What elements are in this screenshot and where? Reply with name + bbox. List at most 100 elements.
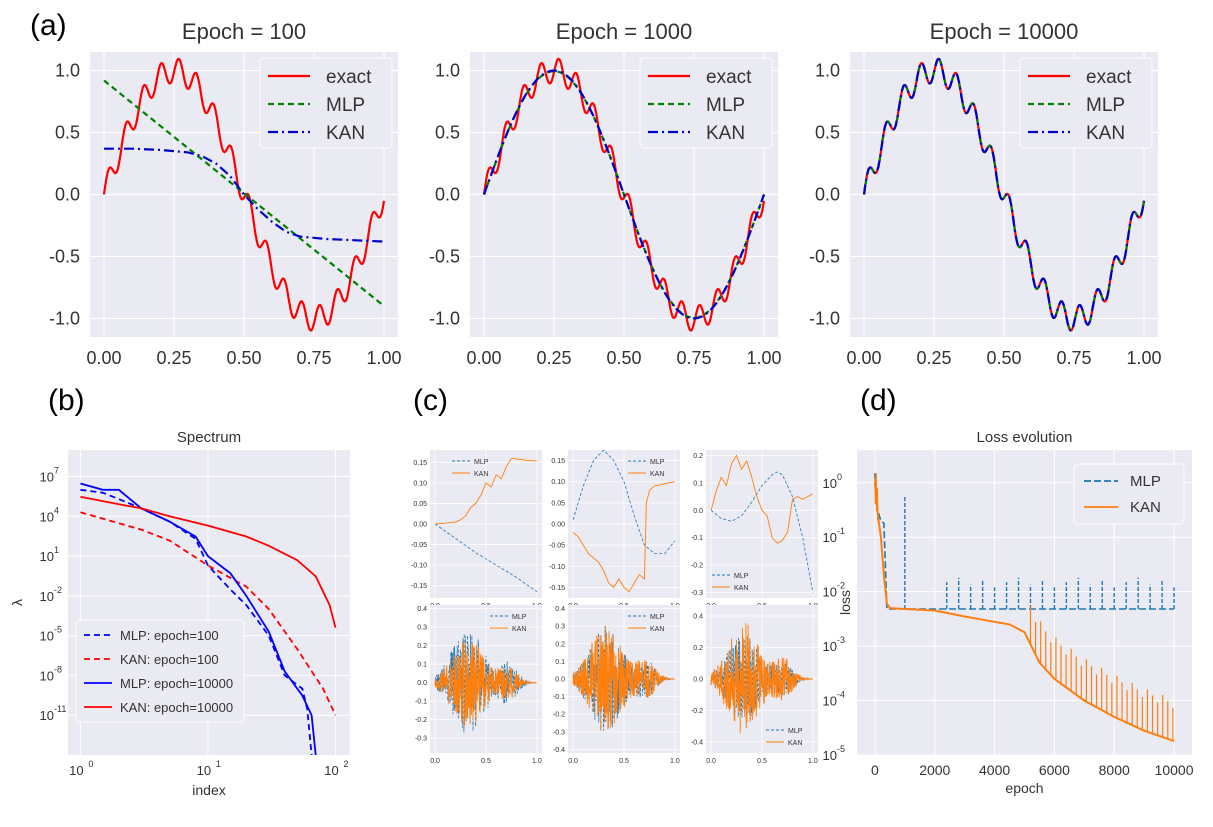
y-tick-label: -0.10 bbox=[549, 564, 565, 571]
chart-title: Loss evolution bbox=[977, 429, 1073, 446]
y-tick-label: 1.0 bbox=[815, 61, 840, 81]
y-tick-label: -0.5 bbox=[809, 246, 840, 266]
series-group bbox=[572, 450, 676, 593]
legend-box bbox=[1019, 57, 1153, 149]
series-kan-line bbox=[434, 641, 538, 726]
y-tick-exponent: 1 bbox=[54, 545, 59, 555]
y-tick-label: 0.3 bbox=[417, 625, 427, 632]
x-tick-label: 0.5 bbox=[757, 758, 767, 765]
x-tick-label: 0.00 bbox=[86, 348, 121, 368]
y-tick-label: 10 bbox=[40, 629, 54, 644]
y-tick-label: -0.15 bbox=[549, 585, 565, 592]
series-kan-line bbox=[710, 623, 813, 734]
y-tick-label: -0.5 bbox=[429, 246, 460, 266]
y-tick-label: 0.00 bbox=[413, 522, 427, 529]
x-tick-label: 4000 bbox=[979, 762, 1010, 778]
x-tick-label: 0.75 bbox=[1056, 348, 1091, 368]
x-tick-exponent: 1 bbox=[216, 759, 221, 769]
y-tick-label: 10 bbox=[40, 589, 54, 604]
x-axis-label: epoch bbox=[1005, 780, 1043, 796]
x-tick-label: 0.25 bbox=[536, 348, 571, 368]
series-group bbox=[710, 454, 814, 593]
x-axis-label: index bbox=[192, 782, 225, 798]
series-mlp-line bbox=[572, 450, 676, 554]
chart-title: Epoch = 10000 bbox=[930, 19, 1079, 44]
series-mlp-line bbox=[434, 523, 538, 593]
panel-label-c: (c) bbox=[413, 384, 448, 417]
x-tick-label: 1.00 bbox=[746, 348, 781, 368]
series-kan-line bbox=[104, 147, 385, 243]
y-tick-label: 0.5 bbox=[815, 123, 840, 143]
y-tick-label: 0.4 bbox=[693, 614, 703, 621]
y-tick-label: 0.4 bbox=[417, 606, 427, 613]
y-tick-label: -1.0 bbox=[429, 308, 460, 328]
x-tick-exponent: 0 bbox=[88, 759, 93, 769]
y-tick-label: 0.1 bbox=[417, 662, 427, 669]
y-tick-label: -0.1 bbox=[691, 535, 703, 542]
legend-label: exact bbox=[1086, 67, 1132, 88]
series-group bbox=[434, 457, 538, 593]
spectrum-series-line bbox=[80, 495, 337, 628]
legend-label: KAN bbox=[1086, 123, 1125, 144]
spectrum-series-line bbox=[80, 482, 317, 755]
spectrum-series-line bbox=[80, 511, 337, 716]
y-tick-label: 0.3 bbox=[555, 624, 565, 631]
panel-label-d: (d) bbox=[860, 384, 897, 417]
legend-label: MLP bbox=[1086, 95, 1125, 116]
legend-label: MLP: epoch=100 bbox=[120, 628, 219, 643]
legend-label: MLP bbox=[1130, 473, 1161, 490]
x-tick-label: 1.00 bbox=[366, 348, 401, 368]
legend-label: KAN: epoch=100 bbox=[120, 652, 219, 667]
chart-title: Epoch = 1000 bbox=[556, 19, 692, 44]
y-tick-label: 10 bbox=[40, 509, 54, 524]
y-tick-label: 10 bbox=[40, 549, 54, 564]
y-tick-label: 0.5 bbox=[435, 123, 460, 143]
y-tick-label: 0.15 bbox=[413, 460, 427, 467]
y-tick-label: 0.0 bbox=[815, 185, 840, 205]
x-tick-label: 0 bbox=[871, 762, 879, 778]
y-tick-label: 0.05 bbox=[413, 501, 427, 508]
legend-label: KAN bbox=[734, 585, 748, 592]
legend-label: KAN bbox=[706, 123, 745, 144]
series-kan-line bbox=[862, 57, 1146, 332]
y-tick-label: 10 bbox=[40, 470, 54, 485]
y-tick-label: 10 bbox=[823, 476, 837, 491]
series-kan-line bbox=[435, 457, 537, 525]
x-tick-label: 0.00 bbox=[466, 348, 501, 368]
y-tick-label: -1.0 bbox=[49, 308, 80, 328]
panel-label-b: (b) bbox=[48, 384, 85, 417]
legend-label: MLP bbox=[734, 573, 749, 580]
x-tick-label: 0.5 bbox=[481, 758, 491, 765]
series-kan-line bbox=[710, 454, 814, 544]
y-tick-label: -0.2 bbox=[691, 563, 703, 570]
y-tick-exponent: -2 bbox=[837, 581, 845, 591]
y-tick-label: -0.1 bbox=[415, 699, 427, 706]
y-tick-exponent: -8 bbox=[54, 664, 62, 674]
x-tick-label: 10 bbox=[69, 763, 83, 778]
x-tick-label: 10 bbox=[197, 763, 211, 778]
y-tick-label: 10 bbox=[40, 668, 54, 683]
legend-label: exact bbox=[706, 67, 752, 88]
x-tick-label: 0.75 bbox=[296, 348, 331, 368]
legend-label: KAN bbox=[474, 471, 488, 478]
y-tick-label: 0.10 bbox=[551, 479, 565, 486]
x-tick-label: 10000 bbox=[1155, 762, 1194, 778]
y-tick-label: 0.2 bbox=[417, 643, 427, 650]
x-tick-label: 10 bbox=[324, 763, 338, 778]
y-tick-label: -0.15 bbox=[411, 583, 427, 590]
x-tick-label: 0.50 bbox=[986, 348, 1021, 368]
y-tick-label: 0.2 bbox=[555, 641, 565, 648]
y-tick-label: -1.0 bbox=[809, 308, 840, 328]
y-tick-label: 0.2 bbox=[693, 645, 703, 652]
x-tick-label: 2000 bbox=[919, 762, 950, 778]
legend-label: exact bbox=[326, 67, 372, 88]
x-tick-label: 0.5 bbox=[619, 758, 629, 765]
series-group bbox=[80, 482, 337, 755]
y-tick-label: -0.2 bbox=[691, 708, 703, 715]
x-tick-label: 1.0 bbox=[532, 758, 542, 765]
y-axis-label: λ bbox=[9, 599, 25, 606]
y-tick-label: 0.0 bbox=[417, 680, 427, 687]
legend-label: MLP: epoch=10000 bbox=[120, 676, 233, 691]
y-tick-exponent: -5 bbox=[837, 744, 845, 754]
